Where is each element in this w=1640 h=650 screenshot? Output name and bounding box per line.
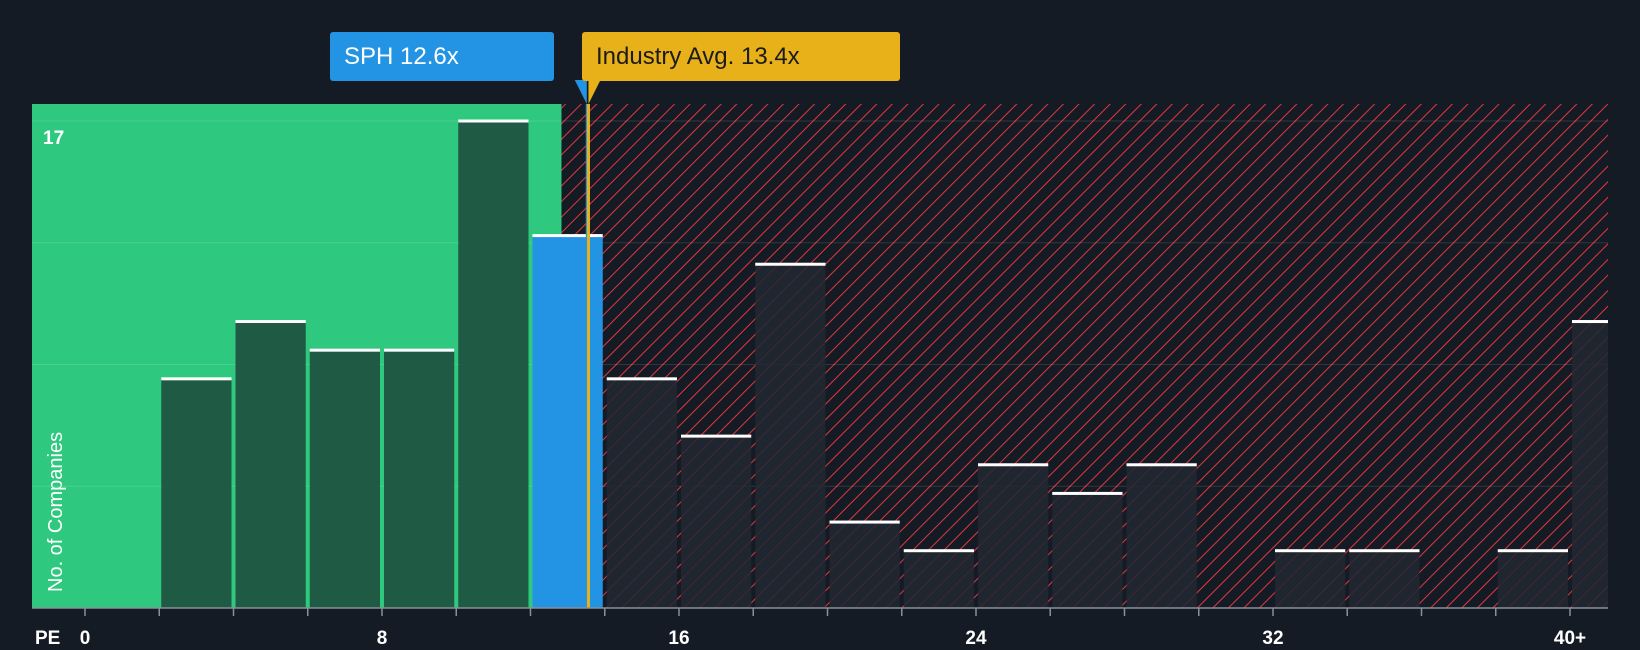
bar-body [458,121,529,608]
x-tick-label: 0 [80,628,91,649]
bar-body [1572,321,1608,608]
bar-body [1126,464,1197,608]
x-axis-ticks: 0 8 16 24 32 40+ [80,608,1586,649]
bar-top [1052,491,1123,495]
bar [829,520,900,608]
bar [755,262,826,608]
bar [903,549,974,608]
bar [309,348,380,608]
bar-body [532,235,603,608]
bar-body [1275,550,1346,608]
bar-body [755,264,826,608]
bar [235,320,306,608]
bar [384,348,455,608]
bar-body [384,350,455,608]
bar-top [1497,549,1568,553]
bar-top [384,348,455,352]
bars [161,119,1608,608]
industry-avg-label: Industry Avg. 13.4x [582,32,900,81]
x-tick-label: 16 [668,628,689,649]
bar-body [1349,550,1420,608]
company-pe-label: SPH 12.6x [330,32,554,81]
bar-top [458,119,529,123]
x-tick-label: 8 [377,628,388,649]
markers [574,80,601,608]
bar [978,463,1049,608]
bar [681,434,752,608]
bar [1572,320,1608,608]
bar [1052,491,1123,608]
bar-body [235,321,306,608]
bar [1349,549,1420,608]
bar [1275,549,1346,608]
bar [1497,549,1568,608]
y-axis-label: No. of Companies [45,432,67,592]
bar-top [532,234,603,238]
bar-top [978,463,1049,467]
company-marker-pointer [574,80,587,104]
bar-top [309,348,380,352]
bar [458,119,529,608]
bar [161,377,232,608]
bar-top [829,520,900,524]
bar-top [755,262,826,266]
bar [606,377,677,608]
industry-marker-pointer [588,80,601,104]
bar-top [1349,549,1420,553]
bar [532,234,603,608]
bar-top [1126,463,1197,467]
bar-body [1052,493,1123,608]
x-tick-label: 40+ [1554,628,1586,649]
bar-top [903,549,974,553]
bar-top [681,434,752,438]
bar-body [681,436,752,608]
bar [1126,463,1197,608]
x-axis-label: PE [35,628,60,649]
bar-top [235,320,306,324]
bar-body [829,522,900,608]
x-tick-label: 32 [1262,628,1283,649]
bar-body [903,550,974,608]
bar-top [1572,320,1608,324]
bar-top [161,377,232,381]
y-tick-label: 17 [43,128,64,149]
bar-body [309,350,380,608]
bar-body [978,464,1049,608]
bar-top [606,377,677,381]
bar-body [1497,550,1568,608]
x-tick-label: 24 [965,628,987,649]
bar-body [161,378,232,608]
bar-top [1275,549,1346,553]
bar-body [606,378,677,608]
